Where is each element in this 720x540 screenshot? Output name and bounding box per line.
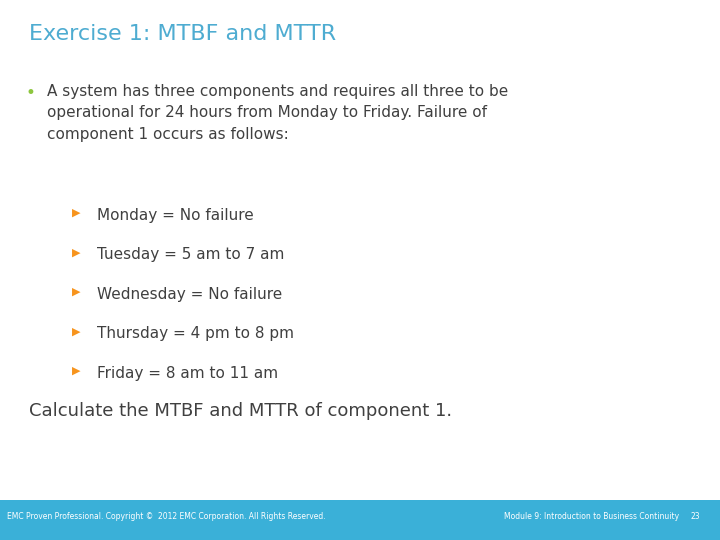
- Text: EMC Proven Professional. Copyright ©  2012 EMC Corporation. All Rights Reserved.: EMC Proven Professional. Copyright © 201…: [7, 512, 326, 521]
- Text: Friday = 8 am to 11 am: Friday = 8 am to 11 am: [97, 366, 279, 381]
- Text: ▶: ▶: [72, 326, 81, 336]
- Text: Tuesday = 5 am to 7 am: Tuesday = 5 am to 7 am: [97, 247, 284, 262]
- Text: ▶: ▶: [72, 287, 81, 297]
- Text: Module 9: Introduction to Business Continuity: Module 9: Introduction to Business Conti…: [504, 512, 679, 521]
- Text: ▶: ▶: [72, 247, 81, 258]
- FancyBboxPatch shape: [0, 500, 720, 540]
- Text: Calculate the MTBF and MTTR of component 1.: Calculate the MTBF and MTTR of component…: [29, 402, 452, 420]
- Text: A system has three components and requires all three to be
operational for 24 ho: A system has three components and requir…: [47, 84, 508, 142]
- Text: 23: 23: [690, 512, 700, 521]
- Text: Exercise 1: MTBF and MTTR: Exercise 1: MTBF and MTTR: [29, 24, 336, 44]
- Text: Wednesday = No failure: Wednesday = No failure: [97, 287, 282, 302]
- Text: ▶: ▶: [72, 208, 81, 218]
- Text: Thursday = 4 pm to 8 pm: Thursday = 4 pm to 8 pm: [97, 326, 294, 341]
- Text: Monday = No failure: Monday = No failure: [97, 208, 254, 223]
- Text: •: •: [25, 84, 35, 102]
- Text: ▶: ▶: [72, 366, 81, 376]
